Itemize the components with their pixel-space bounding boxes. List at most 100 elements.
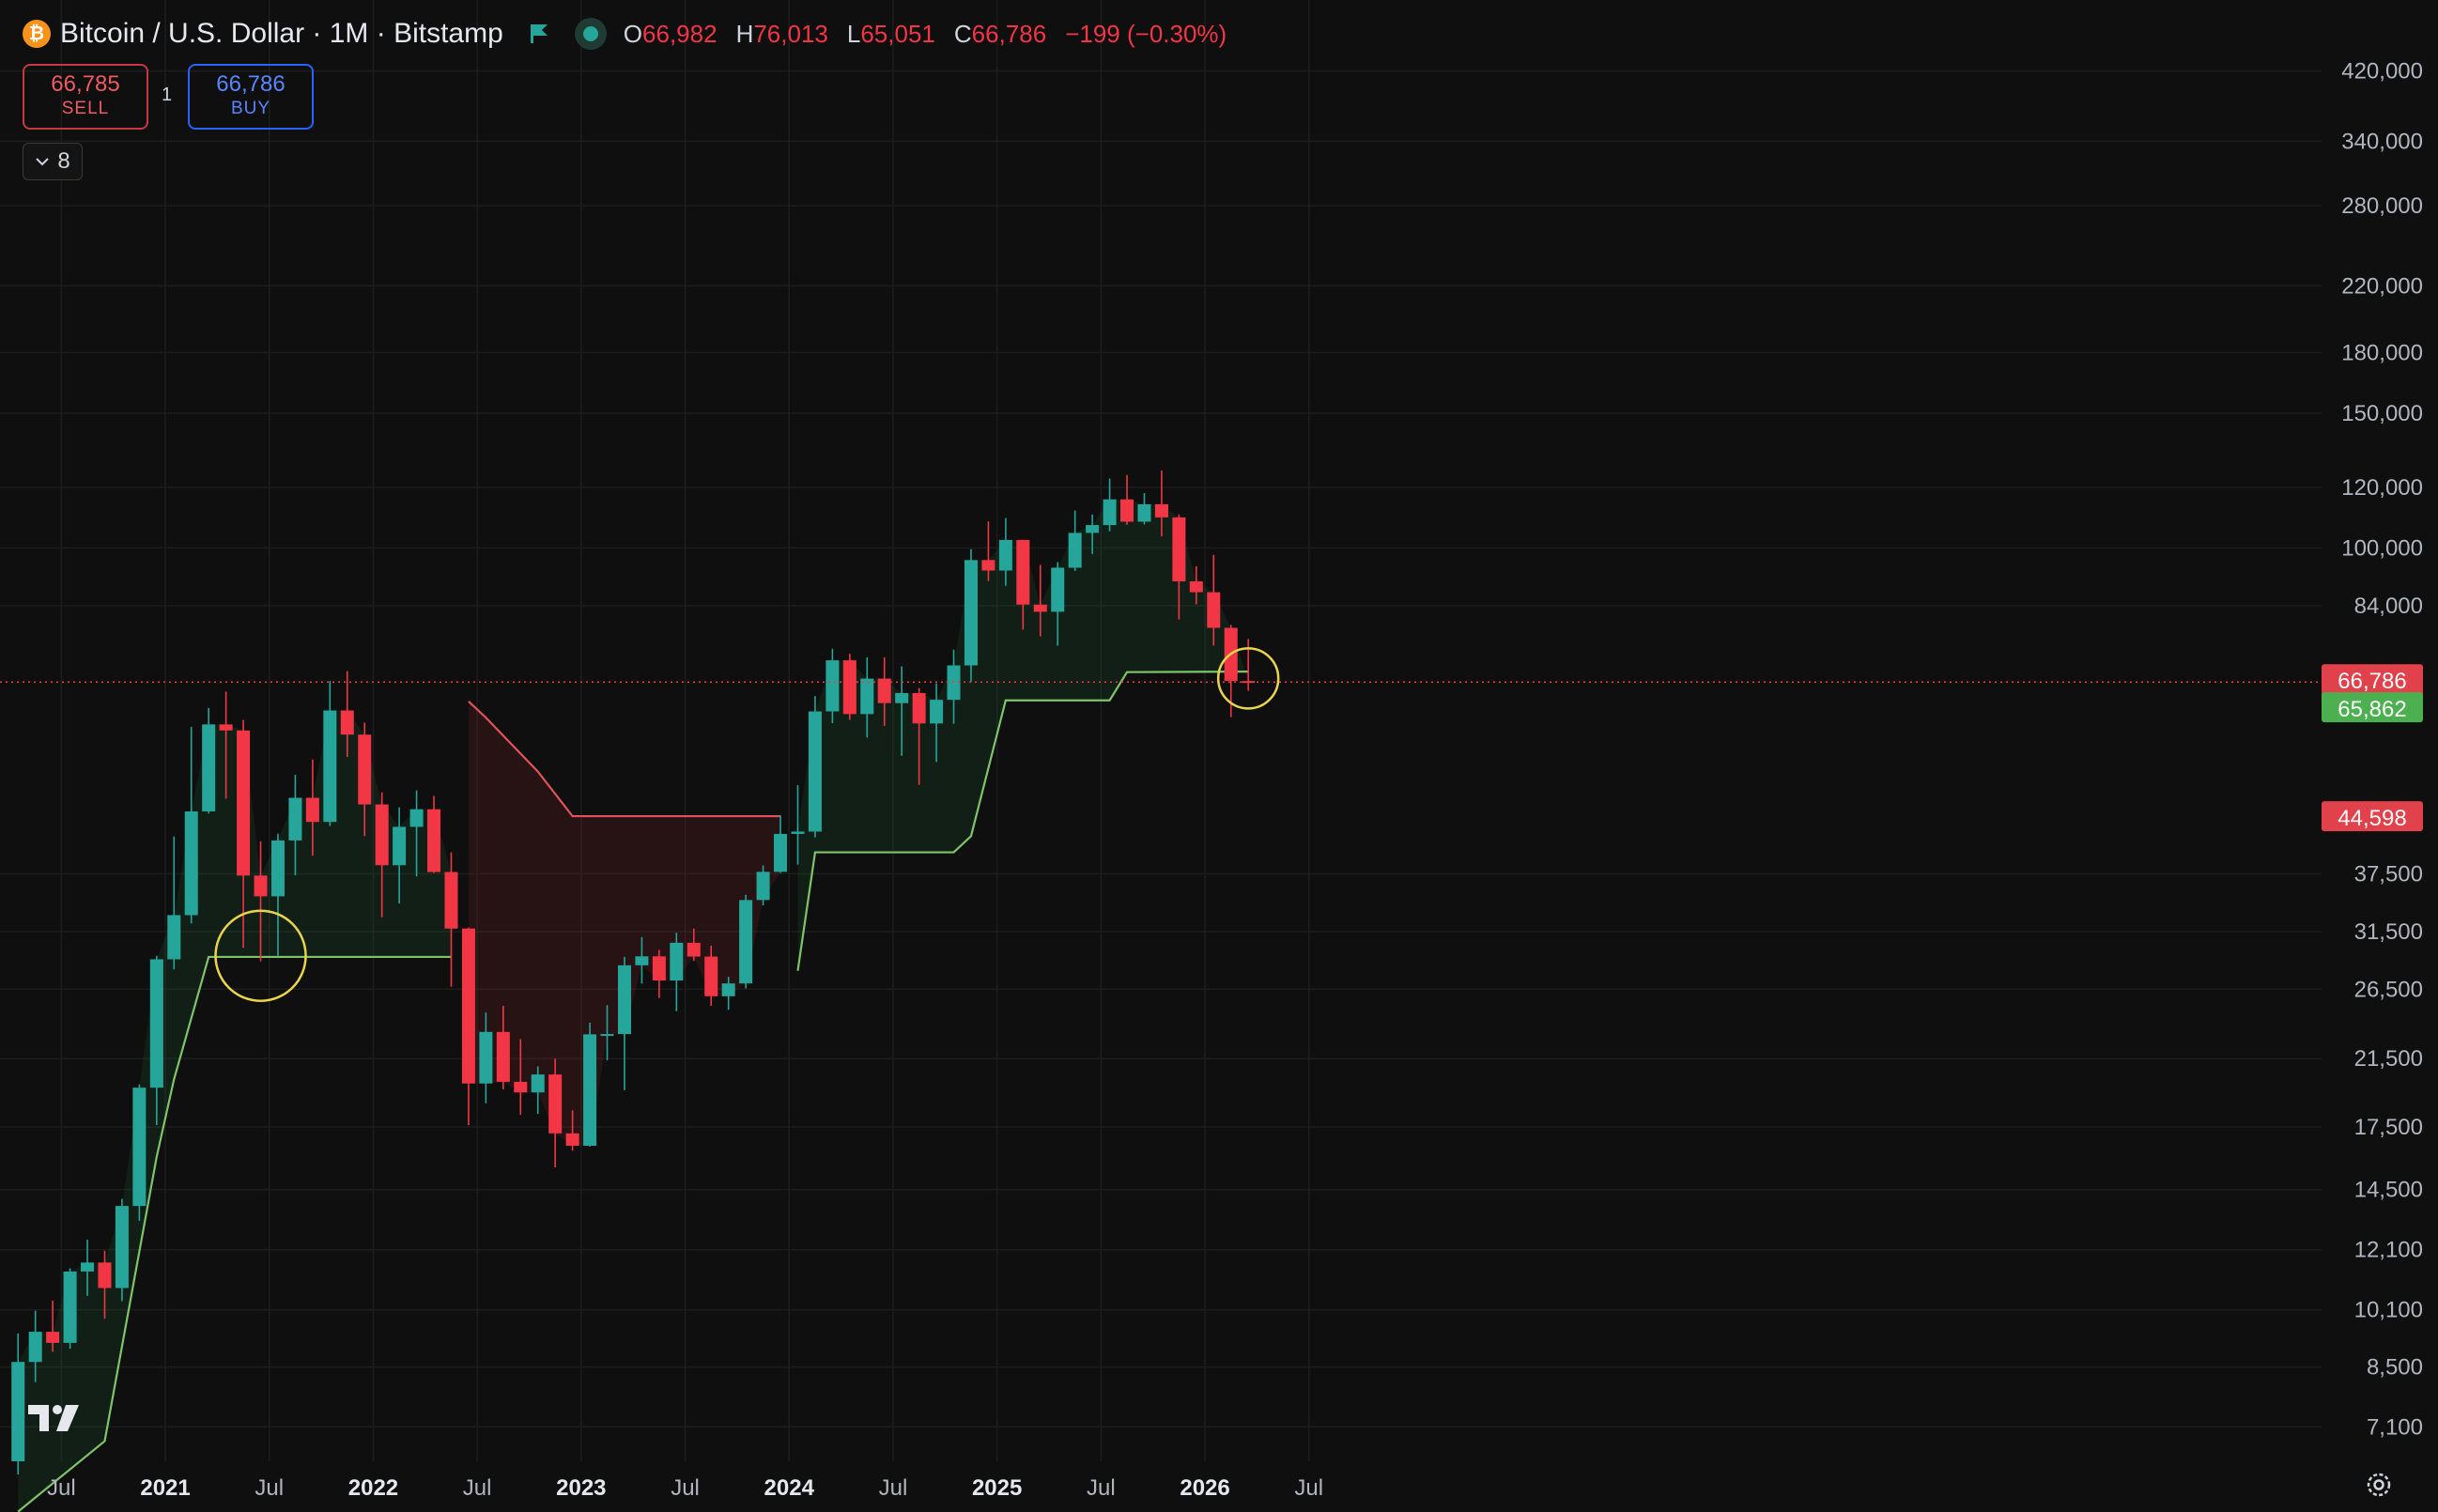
candle-body bbox=[1172, 517, 1186, 582]
tradingview-logo-icon[interactable] bbox=[26, 1399, 86, 1437]
candle-body bbox=[877, 678, 891, 703]
candle bbox=[895, 666, 909, 756]
ohlc-low: L65,051 bbox=[846, 19, 935, 48]
candle bbox=[98, 1250, 112, 1319]
candle-body bbox=[393, 826, 407, 866]
support-level-tag-text: 65,862 bbox=[2338, 697, 2406, 722]
y-tick-label: 14,500 bbox=[2354, 1178, 2423, 1203]
candle bbox=[340, 671, 354, 757]
buy-button[interactable]: 66,786 BUY bbox=[188, 64, 314, 130]
candle bbox=[930, 683, 944, 763]
candle-body bbox=[46, 1332, 60, 1343]
candle bbox=[81, 1239, 95, 1296]
buy-label: BUY bbox=[230, 99, 271, 118]
candle bbox=[219, 691, 233, 799]
candle-body bbox=[1103, 499, 1117, 526]
candle-body bbox=[11, 1362, 25, 1461]
candle-body bbox=[479, 1031, 493, 1084]
candle bbox=[808, 696, 822, 838]
candle-body bbox=[1086, 525, 1100, 533]
candle-body bbox=[912, 692, 926, 724]
x-tick-label: 2023 bbox=[556, 1475, 606, 1501]
y-tick-label: 420,000 bbox=[2341, 59, 2423, 85]
ohlc-values: O66,982 H76,013 L65,051 C66,786 −199 (−0… bbox=[624, 20, 1227, 49]
resistance-level-tag-text: 44,598 bbox=[2338, 806, 2406, 831]
sell-button[interactable]: 66,785 SELL bbox=[23, 64, 148, 130]
candle bbox=[427, 795, 441, 873]
candle bbox=[1154, 471, 1168, 537]
y-tick-label: 10,100 bbox=[2354, 1298, 2423, 1323]
candle bbox=[409, 790, 424, 877]
flag-icon[interactable] bbox=[528, 23, 550, 45]
market-status-icon[interactable] bbox=[574, 18, 607, 50]
ohlc-high: H76,013 bbox=[735, 19, 828, 48]
chart-grid bbox=[0, 0, 2322, 1461]
buy-price: 66,786 bbox=[216, 71, 285, 97]
ohlc-close: C66,786 bbox=[953, 19, 1047, 48]
x-tick-label: Jul bbox=[879, 1475, 908, 1501]
candle bbox=[1189, 565, 1203, 605]
candle bbox=[912, 687, 926, 785]
candle bbox=[652, 949, 666, 998]
candle-body bbox=[184, 811, 198, 916]
highlight-circle bbox=[1216, 647, 1280, 710]
candle bbox=[514, 1039, 528, 1116]
candle-body bbox=[81, 1262, 95, 1272]
candle bbox=[565, 1110, 579, 1151]
y-tick-label: 12,100 bbox=[2354, 1238, 2423, 1263]
indicator-count: 8 bbox=[57, 148, 70, 174]
candle-body bbox=[63, 1271, 77, 1343]
candle-body bbox=[774, 833, 788, 872]
candle-body bbox=[375, 804, 389, 866]
candle-body bbox=[704, 956, 718, 996]
candle-body bbox=[323, 710, 337, 823]
candle bbox=[461, 927, 475, 1126]
y-tick-label: 100,000 bbox=[2341, 535, 2423, 561]
candle-body bbox=[28, 1332, 42, 1363]
trade-quantity[interactable]: 1 bbox=[162, 85, 173, 105]
candle bbox=[323, 681, 337, 826]
y-tick-label: 26,500 bbox=[2354, 977, 2423, 1002]
candle-body bbox=[791, 831, 805, 834]
candle bbox=[1086, 515, 1100, 554]
candle-body bbox=[254, 875, 268, 897]
y-tick-label: 340,000 bbox=[2341, 129, 2423, 154]
candle-body bbox=[115, 1206, 129, 1288]
candle-body bbox=[842, 660, 856, 715]
last-price-tag-text: 66,786 bbox=[2338, 669, 2406, 694]
symbol-header[interactable]: ₿ Bitcoin / U.S. Dollar · 1M · Bitstamp … bbox=[23, 13, 1227, 54]
time-axis[interactable]: Jul 2021 Jul 2022 Jul 2023 Jul 2024 Jul 2025 Jul 20… bbox=[47, 1475, 1323, 1501]
y-tick-label: 84,000 bbox=[2354, 594, 2423, 619]
indicator-fills bbox=[18, 499, 1249, 1512]
candle bbox=[132, 1084, 147, 1221]
symbol-title[interactable]: Bitcoin / U.S. Dollar · 1M · Bitstamp bbox=[60, 18, 503, 49]
sell-label: SELL bbox=[61, 99, 110, 118]
candle-body bbox=[652, 956, 666, 981]
ohlc-change: −199 (−0.30%) bbox=[1065, 19, 1227, 48]
settings-gear-icon[interactable] bbox=[2363, 1469, 2395, 1501]
candle-body bbox=[219, 724, 233, 731]
candle-body bbox=[739, 900, 753, 984]
y-tick-label: 280,000 bbox=[2341, 193, 2423, 219]
price-axis[interactable]: 7,100 8,500 10,100 12,100 14,500 17,500 21,500… bbox=[2341, 59, 2423, 1441]
candle-body bbox=[721, 983, 735, 996]
ohlc-open: O66,982 bbox=[623, 19, 718, 48]
candle-body bbox=[496, 1031, 510, 1082]
candle bbox=[63, 1268, 77, 1350]
candle bbox=[998, 517, 1012, 586]
candle bbox=[1033, 564, 1047, 637]
candle bbox=[496, 1006, 510, 1089]
candle-body bbox=[548, 1074, 563, 1134]
y-tick-label: 17,500 bbox=[2354, 1115, 2423, 1140]
indicators-toggle-button[interactable]: 8 bbox=[23, 143, 83, 180]
candle bbox=[670, 933, 684, 1011]
x-tick-label: Jul bbox=[255, 1475, 284, 1501]
x-tick-label: Jul bbox=[1087, 1475, 1116, 1501]
candle-body bbox=[687, 942, 701, 957]
candle bbox=[115, 1198, 129, 1302]
candle-body bbox=[237, 730, 251, 876]
candle bbox=[791, 785, 805, 865]
candle bbox=[600, 1005, 614, 1060]
candle-body bbox=[1189, 581, 1203, 593]
